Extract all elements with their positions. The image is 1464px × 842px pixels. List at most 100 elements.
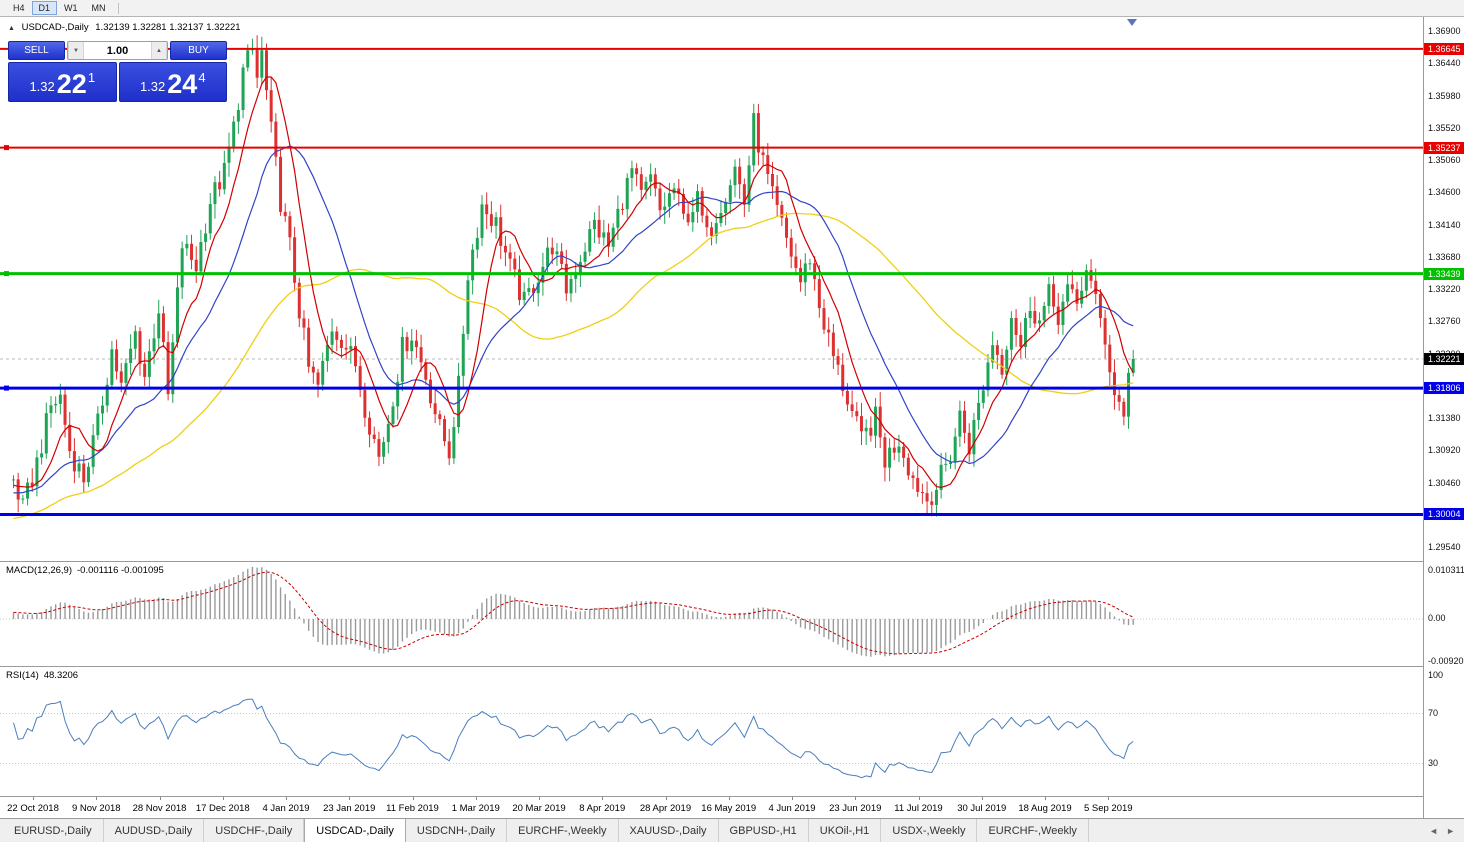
date-tick — [1045, 797, 1046, 800]
price-tick-label: 1.30920 — [1428, 445, 1461, 456]
chart-symbol-title: USDCAD-,Daily — [21, 22, 89, 33]
price-level-label: 1.35237 — [1424, 141, 1464, 154]
rsi-axis-label: 70 — [1428, 707, 1439, 718]
rsi-line — [13, 698, 1134, 779]
date-tick — [918, 797, 920, 800]
chart-tab-audusd-daily[interactable]: AUDUSD-,Daily — [104, 819, 205, 842]
chart-shift-marker[interactable] — [1127, 19, 1137, 26]
price-chart-canvas[interactable] — [0, 17, 1423, 561]
buy-price-big: 24 — [167, 69, 198, 99]
price-tick-label: 1.34600 — [1428, 187, 1461, 198]
price-tick-label: 1.35520 — [1428, 122, 1461, 133]
date-label: 23 Jan 2019 — [323, 803, 376, 814]
date-label: 4 Jan 2019 — [262, 803, 310, 814]
date-label: 11 Jul 2019 — [894, 803, 943, 814]
volume-control: ▼ ▲ — [67, 41, 168, 60]
chart-tab-bar: EURUSD-,Daily AUDUSD-,Daily USDCHF-,Daily U… — [0, 818, 1464, 842]
date-tick — [602, 797, 604, 800]
macd-signal-line — [13, 571, 1134, 655]
tab-scroll-right-icon[interactable]: ► — [1446, 825, 1455, 836]
macd-canvas — [0, 566, 1423, 657]
buy-button[interactable]: BUY — [170, 41, 227, 60]
rsi-value: 48.3206 — [43, 670, 79, 681]
price-tick-label: 1.32760 — [1428, 316, 1461, 327]
date-tick — [96, 797, 98, 800]
price-tick-label: 1.33680 — [1428, 251, 1461, 262]
date-tick — [981, 797, 983, 800]
chart-tab-ukoil-h1[interactable]: UKOil-,H1 — [809, 819, 882, 842]
price-tick-label: 1.35980 — [1428, 90, 1461, 101]
chart-tab-usdcad-daily[interactable]: USDCAD-,Daily — [304, 819, 406, 842]
chart-tab-eurusd-daily[interactable]: EURUSD-,Daily — [3, 819, 104, 842]
ma-fast-line — [13, 76, 1134, 489]
chart-tab-usdcnh-daily[interactable]: USDCNH-,Daily — [406, 819, 508, 842]
chart-tab-usdx-weekly[interactable]: USDX-,Weekly — [881, 819, 978, 842]
tab-scroll-left-icon[interactable]: ◄ — [1429, 825, 1439, 836]
date-tick — [159, 797, 161, 800]
buy-price-button[interactable]: 1.32 24 4 — [118, 62, 227, 102]
main-chart-panel[interactable]: ▲ USDCAD-,Daily 1.32139 1.32281 1.32137 … — [0, 17, 1423, 561]
sell-price-button[interactable]: 1.32 22 1 — [8, 62, 117, 102]
date-tick — [286, 797, 287, 800]
timeframe-button-h4[interactable]: H4 — [6, 1, 32, 15]
sell-price-pipette: 1 — [87, 70, 96, 85]
collapse-icon[interactable]: ▲ — [8, 25, 15, 32]
chart-tab-gbpusd-h1[interactable]: GBPUSD-,H1 — [719, 819, 809, 842]
timeframe-button-d1[interactable]: D1 — [31, 1, 58, 15]
date-tick — [539, 797, 540, 800]
buy-price-prefix: 1.32 — [139, 79, 166, 94]
date-label: 17 Dec 2018 — [195, 803, 250, 814]
date-tick — [1108, 797, 1110, 800]
price-tick-label: 1.36440 — [1428, 58, 1461, 69]
rsi-panel[interactable]: RSI(14) 48.3206 — [0, 666, 1423, 796]
rsi-axis-label: 100 — [1428, 670, 1444, 680]
price-tick-label: 1.35060 — [1428, 155, 1461, 165]
price-level-label: 1.33439 — [1424, 267, 1464, 280]
price-level-label: 1.30004 — [1424, 508, 1464, 521]
sell-button[interactable]: SELL — [8, 41, 65, 60]
chart-tab-eurchf-weekly[interactable]: EURCHF-,Weekly — [507, 819, 619, 842]
date-tick — [475, 797, 477, 800]
chart-tab-usdchf-daily[interactable]: USDCHF-,Daily — [204, 819, 305, 842]
tab-scroll-arrows: ◄ ► — [1420, 819, 1464, 842]
chart-tab-xauusd-daily[interactable]: XAUUSD-,Daily — [619, 819, 719, 842]
time-axis[interactable]: 22 Oct 2018 9 Nov 2018 28 Nov 2018 17 Dec 2… — [0, 796, 1423, 818]
ma-mid-line — [13, 145, 1134, 494]
chart-ohlc-values: 1.32139 1.32281 1.32137 1.32221 — [95, 22, 241, 33]
macd-axis-label: -0.009203 — [1428, 655, 1464, 666]
rsi-label: RSI(14) 48.3206 — [6, 670, 83, 681]
chart-tabs: EURUSD-,Daily AUDUSD-,Daily USDCHF-,Daily U… — [0, 819, 1089, 842]
one-click-trade-panel: SELL ▼ ▲ BUY 1.32 22 1 1.32 24 4 — [8, 41, 227, 102]
date-label: 8 Apr 2019 — [579, 803, 626, 814]
price-tick-label: 1.31380 — [1428, 413, 1461, 423]
volume-input[interactable] — [84, 42, 151, 59]
date-tick — [412, 797, 414, 800]
sell-price-prefix: 1.32 — [29, 79, 55, 94]
date-tick — [222, 797, 224, 800]
buy-price-pipette: 4 — [198, 70, 206, 85]
price-tick-label: 1.29540 — [1428, 542, 1461, 552]
date-label: 16 May 2019 — [701, 803, 757, 814]
timeframe-button-mn[interactable]: MN — [85, 1, 113, 15]
macd-panel[interactable]: MACD(12,26,9) -0.001116 -0.001095 — [0, 561, 1423, 666]
date-tick — [792, 797, 793, 800]
level-handle — [4, 385, 9, 391]
date-tick — [855, 797, 857, 800]
date-label: 30 Jul 2019 — [957, 803, 1007, 814]
volume-decrease-button[interactable]: ▼ — [68, 42, 84, 59]
date-label: 20 Mar 2019 — [512, 803, 566, 814]
price-level-label: 1.36645 — [1424, 42, 1464, 55]
timeframe-button-w1[interactable]: W1 — [57, 1, 85, 15]
date-label: 22 Oct 2018 — [7, 803, 59, 814]
date-label: 28 Nov 2018 — [132, 803, 187, 814]
chart-tab-eurchf-weekly[interactable]: EURCHF-,Weekly — [977, 819, 1089, 842]
price-level-label: 1.31806 — [1424, 382, 1464, 395]
price-tick-label: 1.30460 — [1428, 477, 1461, 488]
date-label: 9 Nov 2018 — [71, 803, 121, 814]
date-label: 4 Jun 2019 — [768, 803, 816, 814]
price-tick-label: 1.34140 — [1428, 219, 1461, 230]
price-axis[interactable]: 1.36900 1.36440 1.35980 1.35520 1.35060 1.346… — [1423, 17, 1464, 818]
ma-slow-line — [13, 212, 1134, 520]
volume-increase-button[interactable]: ▲ — [151, 42, 167, 59]
